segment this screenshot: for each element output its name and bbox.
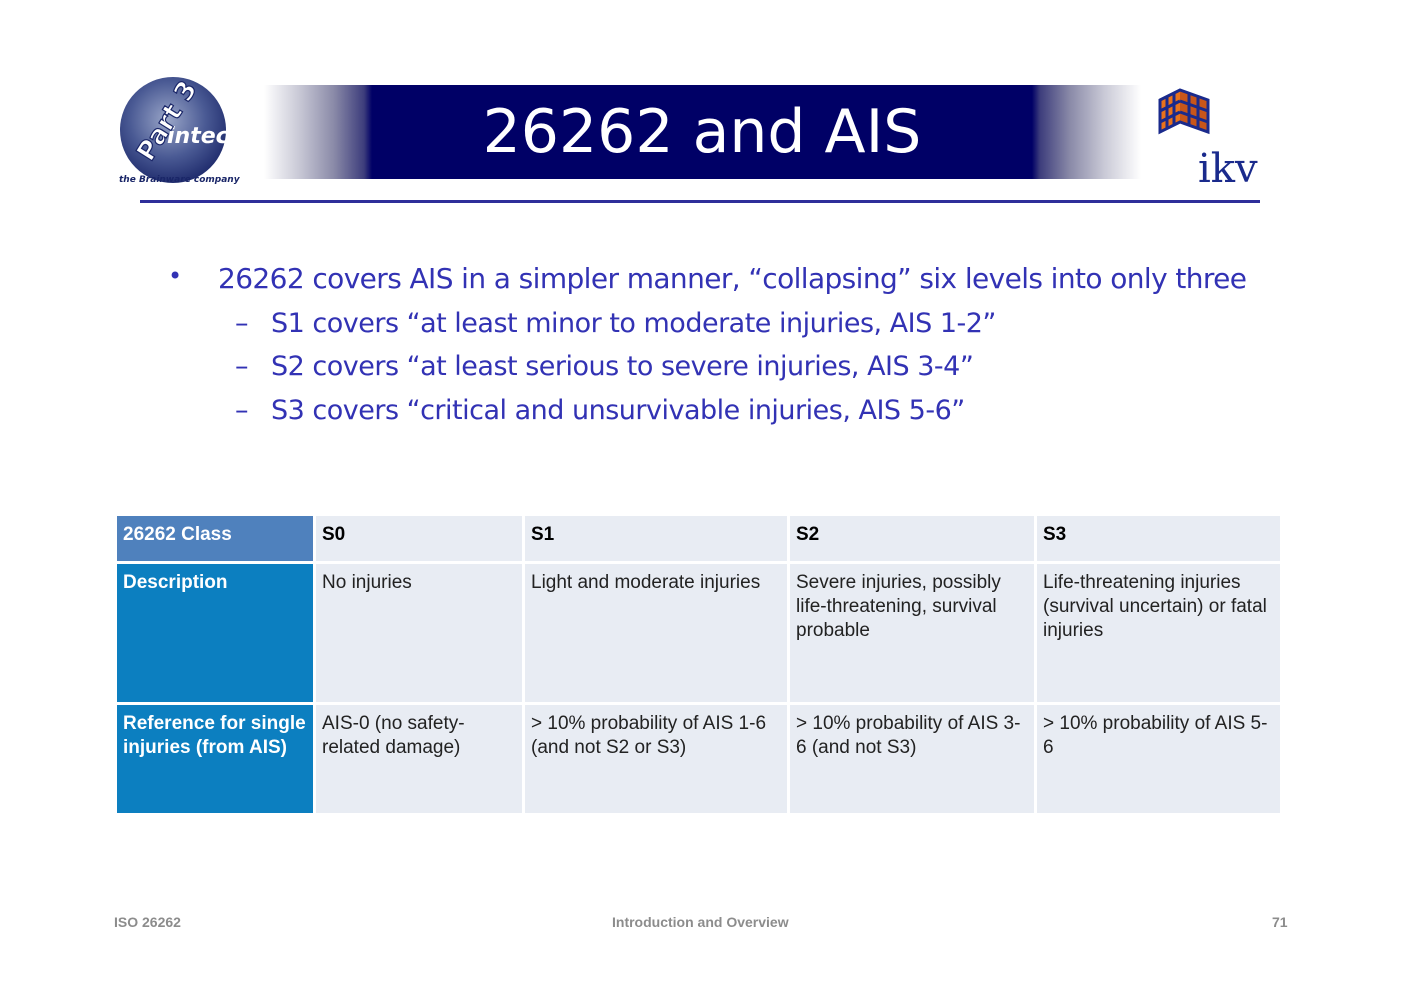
table-row: Reference for single injuries (from AIS)… — [117, 705, 1280, 813]
table-header-cell: S1 — [525, 516, 787, 561]
table-row: Description No injuries Light and modera… — [117, 564, 1280, 702]
table-cell: AIS-0 (no safety-related damage) — [316, 705, 522, 813]
table-cell: > 10% probability of AIS 5-6 — [1037, 705, 1280, 813]
bullet-sub-s3: – S3 covers “critical and unsurvivable i… — [235, 395, 965, 426]
table-header-cell: 26262 Class — [117, 516, 313, 561]
table-cell: Life-threatening injuries (survival unce… — [1037, 564, 1280, 702]
row-label: Reference for single injuries (from AIS) — [117, 705, 313, 813]
footer-center: Introduction and Overview — [612, 914, 789, 930]
svg-text:the Brainware company: the Brainware company — [119, 175, 241, 185]
footer-left: ISO 26262 — [114, 914, 181, 930]
intecs-logo: intecs Part 3 the Brainware company — [119, 75, 242, 185]
bullet-sub-s2: – S2 covers “at least serious to severe … — [235, 351, 974, 382]
table-header-cell: S0 — [316, 516, 522, 561]
bullet-sub-s1: – S1 covers “at least minor to moderate … — [235, 308, 996, 339]
dash-icon: – — [235, 395, 249, 426]
table-header-row: 26262 Class S0 S1 S2 S3 — [117, 516, 1280, 561]
header-divider — [140, 200, 1260, 203]
bullet-dot-icon: • — [168, 262, 182, 290]
bullet-sub-text: S3 covers “critical and unsurvivable inj… — [271, 395, 965, 426]
table-header-cell: S2 — [790, 516, 1034, 561]
bullet-main: • 26262 covers AIS in a simpler manner, … — [168, 262, 1247, 295]
svg-text:intecs: intecs — [167, 124, 242, 149]
bullet-sub-text: S1 covers “at least minor to moderate in… — [271, 308, 996, 339]
page-number: 71 — [1272, 914, 1288, 930]
table-cell: > 10% probability of AIS 3-6 (and not S3… — [790, 705, 1034, 813]
svg-text:ikv: ikv — [1198, 146, 1258, 190]
table-cell: No injuries — [316, 564, 522, 702]
row-label: Description — [117, 564, 313, 702]
table-header-cell: S3 — [1037, 516, 1280, 561]
dash-icon: – — [235, 308, 249, 339]
ikv-cube-icon — [1158, 88, 1210, 135]
title-band: 26262 and AIS — [264, 85, 1141, 179]
severity-table: 26262 Class S0 S1 S2 S3 Description No i… — [114, 513, 1283, 816]
table-cell: Severe injuries, possibly life-threateni… — [790, 564, 1034, 702]
ikv-logo: ikv — [1158, 88, 1258, 190]
bullet-main-text: 26262 covers AIS in a simpler manner, “c… — [218, 262, 1247, 295]
table-cell: Light and moderate injuries — [525, 564, 787, 702]
bullet-sub-text: S2 covers “at least serious to severe in… — [271, 351, 974, 382]
dash-icon: – — [235, 351, 249, 382]
slide-title: 26262 and AIS — [482, 97, 922, 167]
table-cell: > 10% probability of AIS 1-6 (and not S2… — [525, 705, 787, 813]
